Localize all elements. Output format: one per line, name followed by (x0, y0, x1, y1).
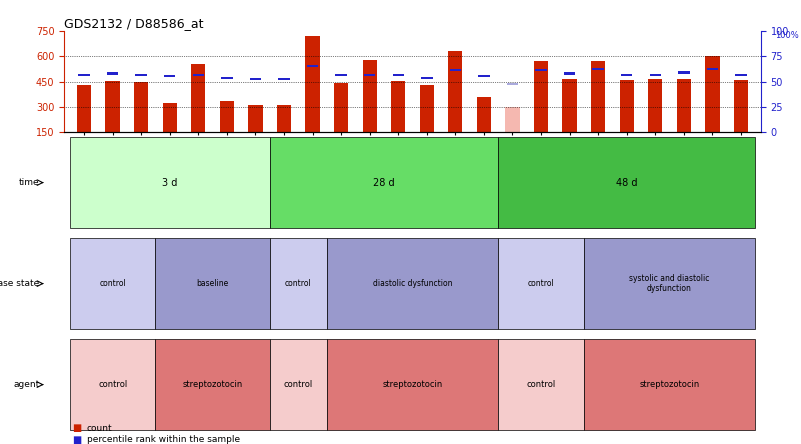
Bar (163, 103, 177, 132)
Bar (477, 97, 491, 132)
FancyBboxPatch shape (70, 238, 155, 329)
Bar (449, 52, 462, 132)
Bar (392, 74, 404, 75)
Text: GDS2132 / D88586_at: GDS2132 / D88586_at (64, 17, 203, 30)
Text: control: control (284, 380, 313, 389)
Text: percentile rank within the sample: percentile rank within the sample (87, 435, 239, 444)
Bar (677, 79, 691, 132)
FancyBboxPatch shape (155, 339, 270, 430)
Bar (277, 105, 291, 132)
Bar (78, 74, 90, 75)
Bar (191, 64, 205, 132)
Bar (534, 60, 548, 132)
Text: diastolic dysfunction: diastolic dysfunction (372, 279, 453, 288)
Bar (449, 69, 461, 71)
Bar (307, 65, 318, 67)
Bar (336, 74, 347, 75)
Bar (564, 72, 575, 75)
Bar (705, 56, 719, 132)
Text: 28 d: 28 d (373, 178, 395, 188)
FancyBboxPatch shape (70, 339, 155, 430)
Text: streptozotocin: streptozotocin (639, 380, 700, 389)
Bar (364, 74, 376, 75)
Text: control: control (99, 279, 126, 288)
Bar (135, 74, 147, 75)
Bar (591, 61, 606, 132)
Text: 100%: 100% (775, 31, 799, 40)
Bar (478, 75, 489, 76)
Text: streptozotocin: streptozotocin (183, 380, 243, 389)
FancyBboxPatch shape (270, 137, 498, 228)
Bar (107, 72, 119, 75)
Bar (248, 105, 263, 132)
Bar (421, 76, 433, 79)
Bar (593, 68, 604, 71)
Bar (278, 78, 290, 79)
Bar (507, 83, 518, 85)
Bar (250, 78, 261, 79)
Text: baseline: baseline (196, 279, 229, 288)
FancyBboxPatch shape (270, 339, 327, 430)
Text: systolic and diastolic
dysfunction: systolic and diastolic dysfunction (630, 274, 710, 293)
Bar (650, 74, 661, 75)
FancyBboxPatch shape (584, 339, 755, 430)
Bar (391, 81, 405, 132)
Text: control: control (98, 380, 127, 389)
FancyBboxPatch shape (155, 238, 270, 329)
Text: ■: ■ (72, 424, 82, 433)
Text: 48 d: 48 d (616, 178, 638, 188)
Text: disease state: disease state (0, 279, 40, 288)
Bar (620, 80, 634, 132)
Bar (77, 85, 91, 132)
Bar (420, 85, 434, 132)
Bar (562, 79, 577, 132)
Bar (678, 71, 690, 74)
Text: streptozotocin: streptozotocin (382, 380, 443, 389)
Text: ■: ■ (72, 435, 82, 444)
FancyBboxPatch shape (498, 238, 584, 329)
Bar (192, 74, 204, 75)
Bar (735, 74, 747, 75)
Text: 3 d: 3 d (162, 178, 178, 188)
Text: control: control (526, 380, 556, 389)
Bar (219, 101, 234, 132)
Bar (734, 80, 748, 132)
Text: time: time (19, 178, 40, 187)
Text: count: count (87, 424, 112, 433)
Bar (648, 79, 662, 132)
FancyBboxPatch shape (498, 339, 584, 430)
FancyBboxPatch shape (327, 238, 498, 329)
Bar (505, 107, 520, 132)
Bar (134, 83, 148, 132)
Bar (305, 36, 320, 132)
Bar (334, 83, 348, 132)
Bar (221, 76, 232, 79)
Bar (706, 68, 718, 71)
Bar (363, 59, 376, 132)
Text: control: control (528, 279, 554, 288)
Bar (164, 75, 175, 76)
FancyBboxPatch shape (270, 238, 327, 329)
FancyBboxPatch shape (70, 137, 270, 228)
Text: control: control (285, 279, 312, 288)
Bar (621, 74, 633, 75)
FancyBboxPatch shape (584, 238, 755, 329)
FancyBboxPatch shape (498, 137, 755, 228)
Bar (106, 81, 120, 132)
Text: agent: agent (14, 380, 40, 389)
Bar (535, 69, 547, 71)
FancyBboxPatch shape (327, 339, 498, 430)
